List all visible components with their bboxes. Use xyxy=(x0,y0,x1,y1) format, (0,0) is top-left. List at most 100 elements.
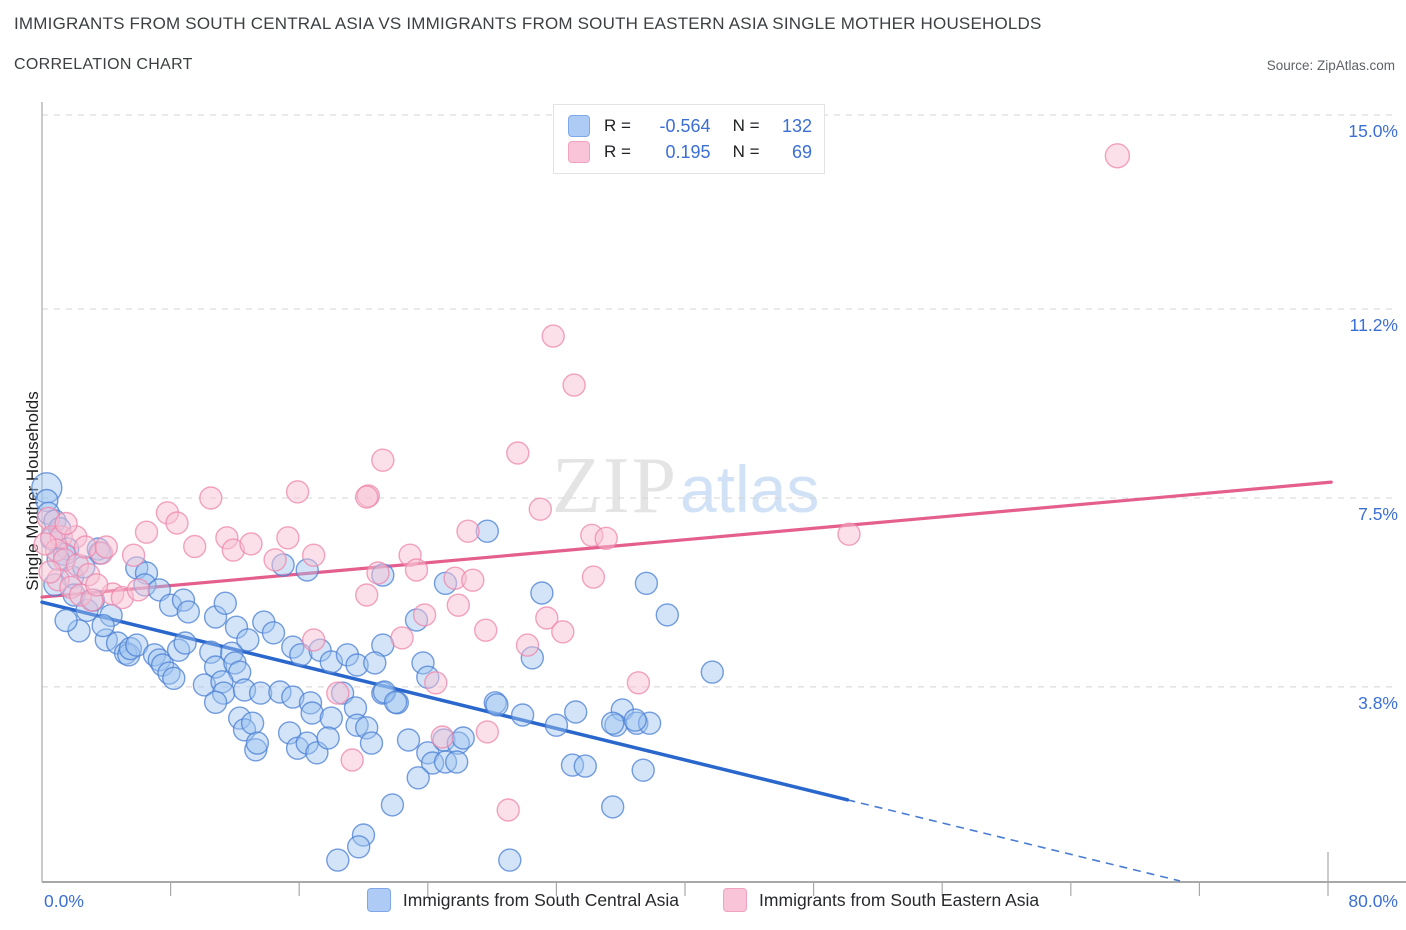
scatter-point-south-central-asia[interactable] xyxy=(248,681,273,705)
scatter-point-south-central-asia[interactable] xyxy=(227,660,252,684)
scatter-point-south-central-asia[interactable] xyxy=(380,793,405,817)
scatter-point-south-eastern-asia[interactable] xyxy=(1104,143,1131,169)
scatter-point-south-eastern-asia[interactable] xyxy=(94,535,119,559)
scatter-point-south-central-asia[interactable] xyxy=(176,600,201,624)
scatter-point-south-eastern-asia[interactable] xyxy=(38,560,62,584)
scatter-point-south-central-asia[interactable] xyxy=(700,660,724,684)
scatter-point-south-central-asia[interactable] xyxy=(560,753,585,777)
scatter-point-south-central-asia[interactable] xyxy=(601,795,625,819)
scatter-point-south-eastern-asia[interactable] xyxy=(73,535,98,559)
scatter-point-south-central-asia[interactable] xyxy=(236,628,260,652)
scatter-point-south-central-asia[interactable] xyxy=(371,681,395,705)
scatter-point-south-central-asia[interactable] xyxy=(363,651,387,675)
scatter-point-south-central-asia[interactable] xyxy=(162,666,186,690)
scatter-point-south-central-asia[interactable] xyxy=(383,690,408,714)
scatter-point-south-central-asia[interactable] xyxy=(637,711,662,735)
scatter-point-south-central-asia[interactable] xyxy=(319,706,343,730)
scatter-point-south-central-asia[interactable] xyxy=(289,643,313,667)
scatter-point-south-central-asia[interactable] xyxy=(451,726,475,750)
scatter-point-south-eastern-asia[interactable] xyxy=(165,511,189,535)
scatter-point-south-eastern-asia[interactable] xyxy=(126,578,151,602)
scatter-point-south-eastern-asia[interactable] xyxy=(475,720,499,744)
scatter-point-south-central-asia[interactable] xyxy=(261,621,286,645)
scatter-point-south-eastern-asia[interactable] xyxy=(412,603,437,627)
scatter-point-south-eastern-asia[interactable] xyxy=(496,798,520,822)
scatter-point-south-central-asia[interactable] xyxy=(359,731,384,755)
scatter-point-south-eastern-asia[interactable] xyxy=(121,543,146,567)
scatter-point-south-eastern-asia[interactable] xyxy=(199,486,223,510)
scatter-point-south-central-asia[interactable] xyxy=(227,706,252,730)
scatter-point-south-central-asia[interactable] xyxy=(510,703,535,727)
scatter-point-south-eastern-asia[interactable] xyxy=(404,558,429,582)
scatter-point-south-eastern-asia[interactable] xyxy=(562,373,586,397)
scatter-point-south-central-asia[interactable] xyxy=(343,696,368,720)
scatter-point-south-eastern-asia[interactable] xyxy=(430,725,454,749)
scatter-point-south-eastern-asia[interactable] xyxy=(446,593,470,617)
scatter-point-south-central-asia[interactable] xyxy=(203,690,228,714)
scatter-point-south-eastern-asia[interactable] xyxy=(461,568,485,592)
scatter-point-south-eastern-asia[interactable] xyxy=(276,526,300,550)
scatter-point-south-eastern-asia[interactable] xyxy=(594,526,618,550)
scatter-point-south-central-asia[interactable] xyxy=(277,721,302,745)
scatter-point-south-eastern-asia[interactable] xyxy=(581,565,606,589)
scatter-point-south-eastern-asia[interactable] xyxy=(371,448,395,472)
legend-item-south-eastern-asia[interactable]: Immigrants from South Eastern Asia xyxy=(723,888,1039,912)
scatter-point-south-central-asia[interactable] xyxy=(240,711,265,735)
scatter-point-south-central-asia[interactable] xyxy=(166,638,191,662)
scatter-point-south-central-asia[interactable] xyxy=(173,631,197,655)
scatter-point-south-eastern-asia[interactable] xyxy=(355,485,379,509)
scatter-point-south-central-asia[interactable] xyxy=(345,653,369,677)
scatter-point-south-eastern-asia[interactable] xyxy=(515,633,540,657)
scatter-point-south-eastern-asia[interactable] xyxy=(355,583,379,607)
scatter-point-south-eastern-asia[interactable] xyxy=(33,532,57,556)
scatter-point-south-central-asia[interactable] xyxy=(498,848,522,872)
scatter-point-south-eastern-asia[interactable] xyxy=(54,511,78,536)
scatter-point-south-central-asia[interactable] xyxy=(544,713,569,737)
scatter-point-south-eastern-asia[interactable] xyxy=(326,681,350,705)
scatter-point-south-central-asia[interactable] xyxy=(631,758,655,782)
scatter-point-south-central-asia[interactable] xyxy=(411,651,435,675)
scatter-point-south-central-asia[interactable] xyxy=(564,700,588,724)
scatter-point-south-eastern-asia[interactable] xyxy=(551,620,575,644)
scatter-point-south-central-asia[interactable] xyxy=(91,613,115,638)
scatter-point-south-eastern-asia[interactable] xyxy=(535,606,559,630)
scatter-point-south-eastern-asia[interactable] xyxy=(302,628,326,652)
scatter-point-south-eastern-asia[interactable] xyxy=(84,573,109,597)
scatter-point-south-central-asia[interactable] xyxy=(316,726,340,750)
scatter-point-south-central-asia[interactable] xyxy=(118,636,143,661)
scatter-point-south-central-asia[interactable] xyxy=(396,728,421,752)
scatter-point-south-central-asia[interactable] xyxy=(268,680,292,704)
scatter-point-south-eastern-asia[interactable] xyxy=(366,561,390,585)
scatter-point-south-central-asia[interactable] xyxy=(245,731,270,755)
scatter-point-south-eastern-asia[interactable] xyxy=(263,548,287,572)
scatter-point-south-central-asia[interactable] xyxy=(300,701,324,725)
scatter-point-south-eastern-asia[interactable] xyxy=(626,671,651,695)
scatter-point-south-central-asia[interactable] xyxy=(171,588,196,612)
scatter-point-south-eastern-asia[interactable] xyxy=(239,532,263,556)
scatter-point-south-central-asia[interactable] xyxy=(634,571,659,595)
scatter-point-south-central-asia[interactable] xyxy=(420,751,445,775)
scatter-point-south-central-asia[interactable] xyxy=(601,711,625,735)
scatter-point-south-eastern-asia[interactable] xyxy=(456,519,480,543)
scatter-point-south-eastern-asia[interactable] xyxy=(134,520,159,544)
scatter-point-south-eastern-asia[interactable] xyxy=(285,480,310,504)
scatter-point-south-eastern-asia[interactable] xyxy=(424,671,448,695)
scatter-point-south-central-asia[interactable] xyxy=(199,640,223,664)
legend-item-south-central-asia[interactable]: Immigrants from South Central Asia xyxy=(366,888,679,912)
scatter-point-south-central-asia[interactable] xyxy=(281,685,305,709)
scatter-point-south-central-asia[interactable] xyxy=(203,655,228,679)
scatter-point-south-eastern-asia[interactable] xyxy=(182,534,207,559)
scatter-point-south-central-asia[interactable] xyxy=(326,848,350,872)
scatter-point-south-central-asia[interactable] xyxy=(655,603,679,627)
scatter-point-south-central-asia[interactable] xyxy=(213,591,238,615)
scatter-point-south-eastern-asia[interactable] xyxy=(528,497,552,521)
scatter-point-south-central-asia[interactable] xyxy=(158,593,183,617)
scatter-point-south-central-asia[interactable] xyxy=(203,605,228,629)
scatter-point-south-central-asia[interactable] xyxy=(335,643,360,667)
scatter-point-south-central-asia[interactable] xyxy=(573,754,597,778)
scatter-point-south-central-asia[interactable] xyxy=(345,713,369,737)
scatter-point-south-eastern-asia[interactable] xyxy=(340,748,364,772)
scatter-point-south-central-asia[interactable] xyxy=(125,633,149,657)
scatter-point-south-central-asia[interactable] xyxy=(530,581,554,605)
scatter-point-south-central-asia[interactable] xyxy=(485,693,509,717)
